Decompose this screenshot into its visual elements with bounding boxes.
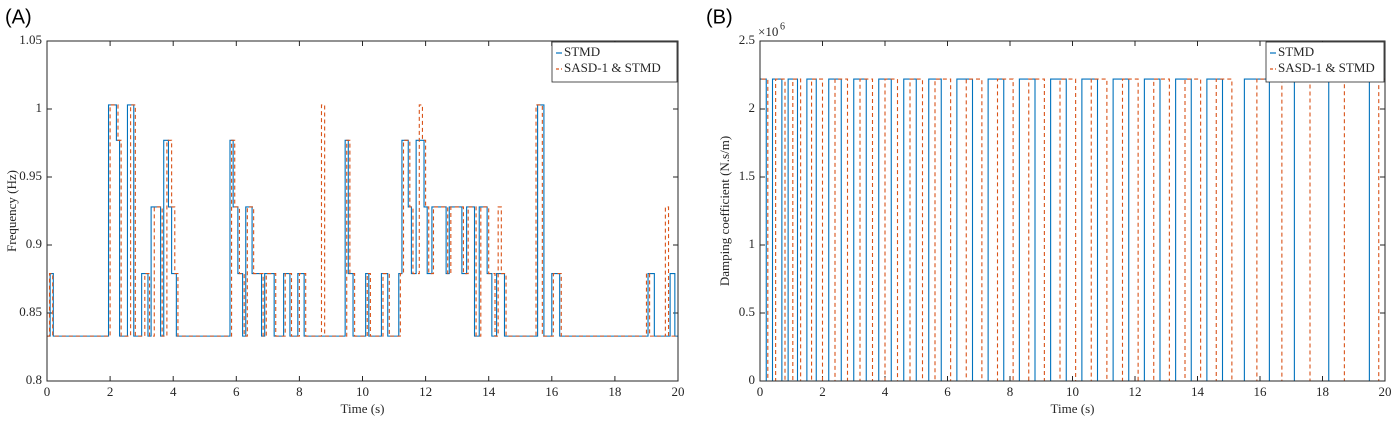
y-multiplier-exp: 6 — [780, 21, 785, 32]
x-tick-label: 0 — [44, 384, 51, 399]
series-line — [47, 104, 678, 337]
axes-frame — [759, 40, 1386, 382]
x-tick-label: 4 — [170, 384, 177, 399]
x-tick-label: 10 — [356, 384, 369, 399]
y-tick-label: 0.85 — [19, 304, 42, 319]
x-tick-label: 4 — [882, 384, 889, 399]
axes-frame — [46, 40, 679, 382]
y-tick-label: 0 — [749, 372, 756, 387]
y-tick-label: 1.05 — [19, 32, 42, 47]
y-tick-label: 1 — [749, 236, 756, 251]
panel-label: (B) — [706, 6, 733, 28]
legend-box — [1265, 41, 1385, 83]
plot-area — [760, 78, 1385, 381]
x-tick-label: 18 — [608, 384, 621, 399]
x-tick-label: 14 — [1191, 384, 1205, 399]
legend-label: SASD-1 & STMD — [1278, 60, 1375, 75]
x-tick-label: 16 — [1254, 384, 1268, 399]
x-tick-label: 2 — [819, 384, 826, 399]
y-multiplier: ×10 — [758, 24, 778, 39]
series-line — [47, 104, 678, 337]
y-tick-label: 0.9 — [26, 236, 42, 251]
x-tick-label: 20 — [672, 384, 685, 399]
y-tick-label: 0.95 — [19, 168, 42, 183]
legend-label: STMD — [564, 44, 600, 59]
y-tick-label: 0.8 — [26, 372, 42, 387]
x-tick-label: 20 — [1379, 384, 1392, 399]
x-axis-label: Time (s) — [341, 401, 385, 416]
y-tick-label: 0.5 — [739, 304, 755, 319]
y-axis-label: Damping coefficient (N.s/m) — [717, 136, 732, 286]
x-tick-label: 6 — [233, 384, 240, 399]
x-tick-label: 12 — [1129, 384, 1142, 399]
legend-box — [551, 41, 678, 83]
x-tick-label: 8 — [1007, 384, 1014, 399]
x-tick-label: 14 — [482, 384, 496, 399]
plot-area — [47, 104, 678, 337]
x-axis-label: Time (s) — [1051, 401, 1095, 416]
x-tick-label: 12 — [419, 384, 432, 399]
panel-label: (A) — [5, 6, 32, 28]
series-line — [760, 78, 1385, 381]
y-axis-label: Frequency (Hz) — [4, 170, 19, 252]
x-tick-label: 8 — [296, 384, 303, 399]
y-tick-label: 2 — [749, 100, 756, 115]
x-tick-label: 0 — [757, 384, 764, 399]
y-tick-label: 1.5 — [739, 168, 755, 183]
x-tick-label: 6 — [944, 384, 951, 399]
legend-label: SASD-1 & STMD — [564, 60, 661, 75]
x-tick-label: 2 — [107, 384, 114, 399]
legend-label: STMD — [1278, 44, 1314, 59]
x-tick-label: 10 — [1066, 384, 1079, 399]
y-tick-label: 2.5 — [739, 32, 755, 47]
y-tick-label: 1 — [36, 100, 43, 115]
x-tick-label: 18 — [1316, 384, 1329, 399]
x-tick-label: 16 — [545, 384, 559, 399]
series-line — [761, 78, 1385, 381]
